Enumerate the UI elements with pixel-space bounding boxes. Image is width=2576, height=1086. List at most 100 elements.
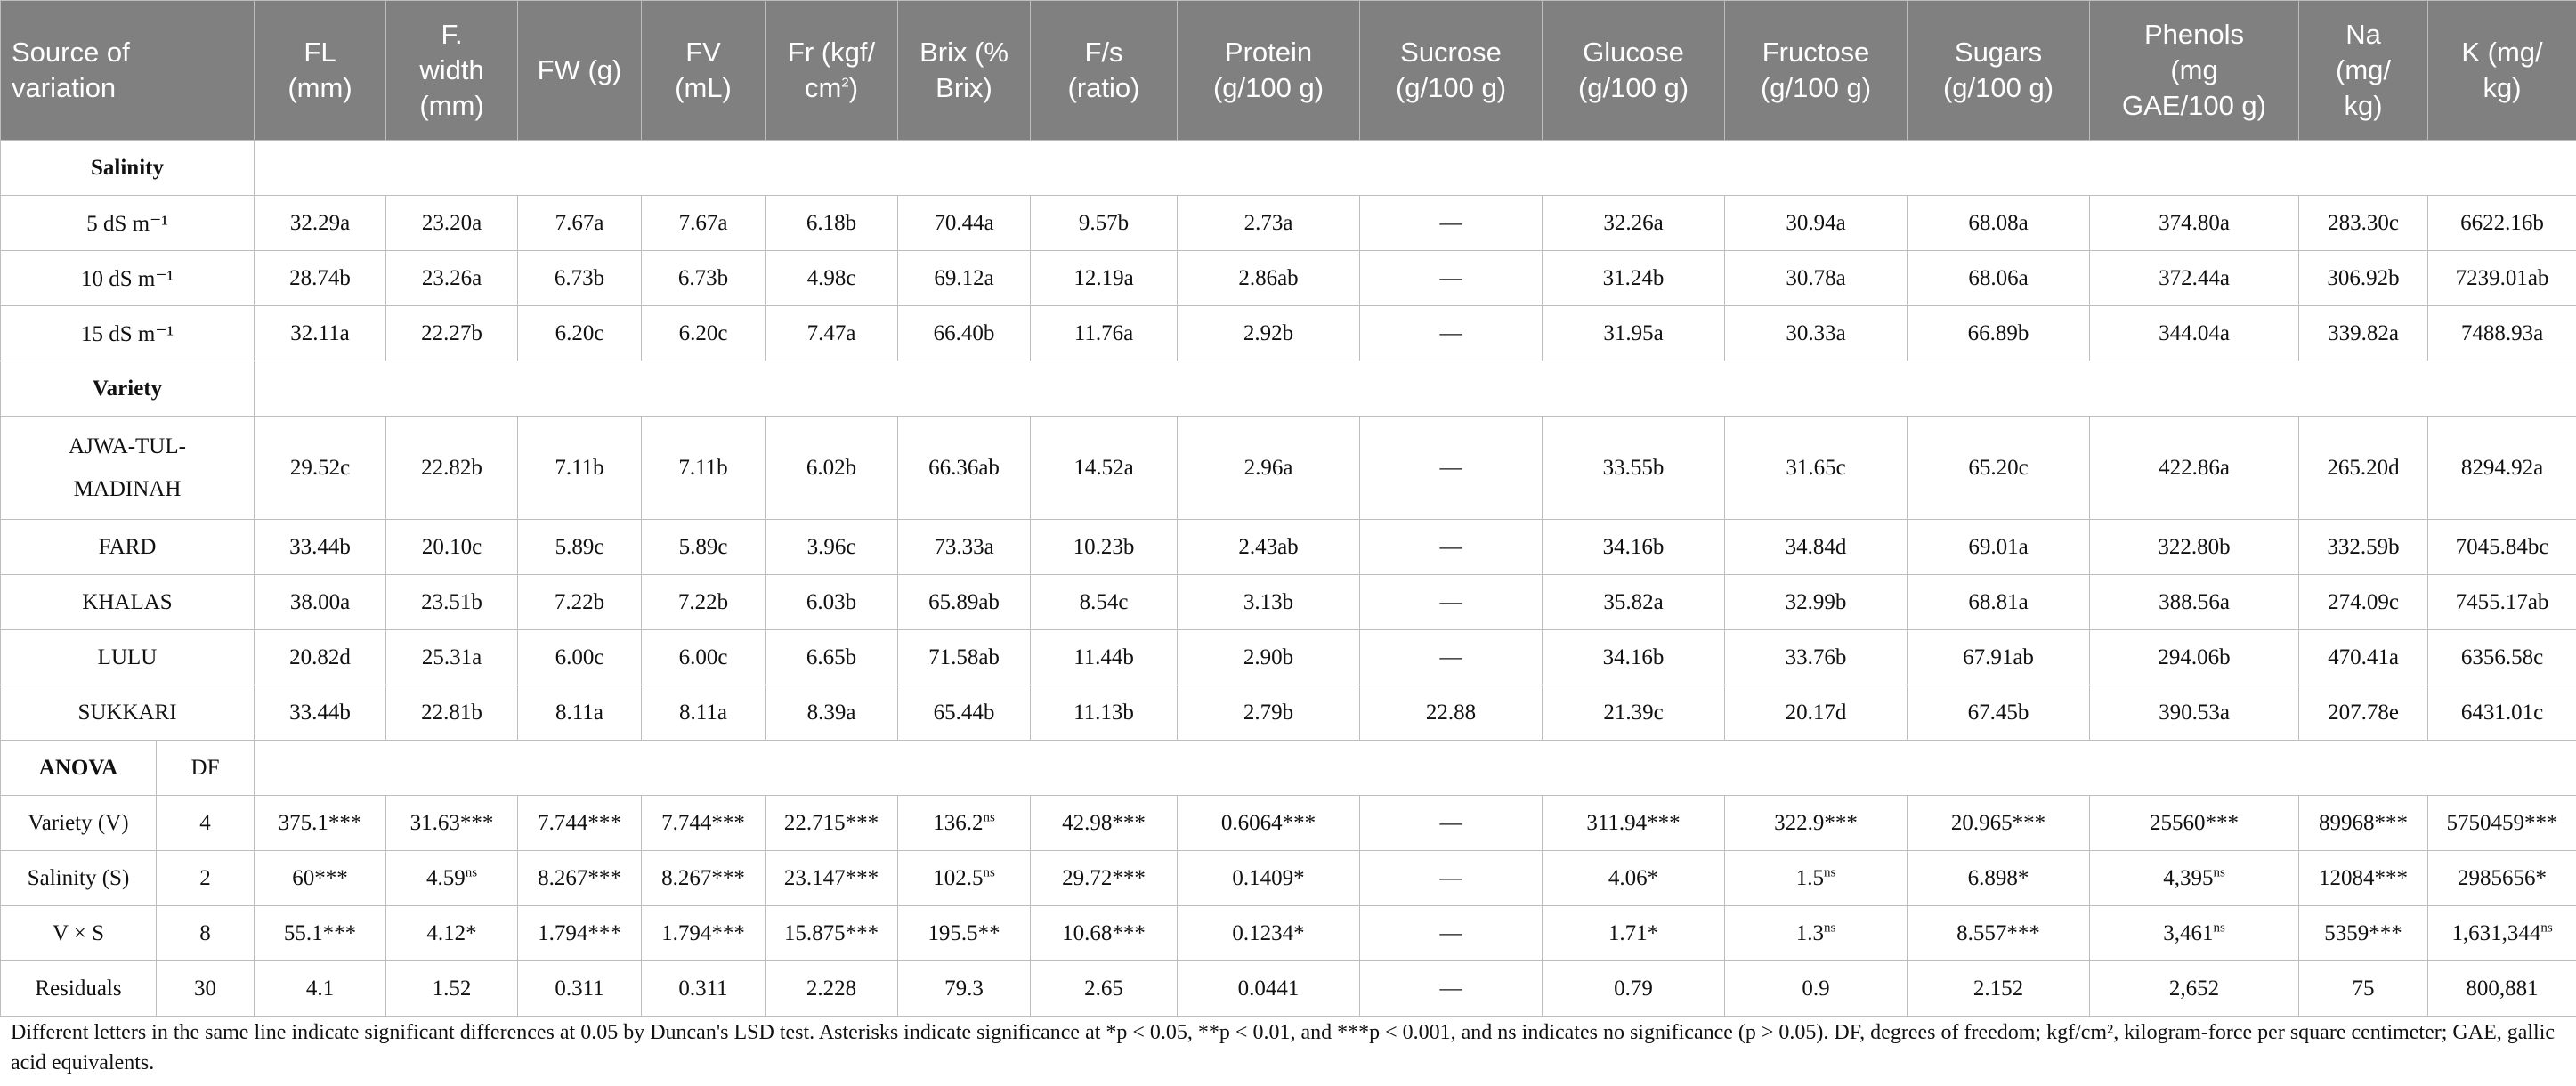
table-cell: 11.13b xyxy=(1030,685,1179,741)
table-cell: 4.06* xyxy=(1542,850,1726,906)
table-cell: 0.1409* xyxy=(1177,850,1361,906)
row-label: FARD xyxy=(0,519,255,575)
table-cell: 306.92b xyxy=(2298,250,2429,306)
anova-rows: Variety (V) 4 375.1*** 31.63*** 7.744*** 7.74… xyxy=(0,795,2576,1017)
table-cell: 79.3 xyxy=(897,960,1032,1017)
table-cell: 6622.16b xyxy=(2427,195,2576,251)
variety-row: FARD 33.44b 20.10c 5.89c 5.89c 3.96c 73.33a 10.… xyxy=(0,519,2576,575)
table-cell: 68.06a xyxy=(1907,250,2091,306)
table-cell: — xyxy=(1359,574,1543,630)
table-cell: 34.16b xyxy=(1542,629,1726,685)
table-cell: 195.5** xyxy=(897,905,1032,961)
table-cell: 20.82d xyxy=(254,629,387,685)
table-cell: 8.39a xyxy=(765,685,899,741)
table-cell: 14.52a xyxy=(1030,416,1179,520)
table-cell: 332.59b xyxy=(2298,519,2429,575)
table-cell: 7.744*** xyxy=(517,795,643,851)
salinity-row: 5 dS m⁻¹ 32.29a 23.20a 7.67a 7.67a 6.18b 70.44… xyxy=(0,195,2576,251)
header-sucrose: Sucrose (g/100 g) xyxy=(1359,0,1543,141)
table-cell: 68.08a xyxy=(1907,195,2091,251)
table-cell: 3.13b xyxy=(1177,574,1361,630)
table-cell: 7.11b xyxy=(641,416,766,520)
table-cell: 6.65b xyxy=(765,629,899,685)
table-cell: 7.22b xyxy=(517,574,643,630)
section-label-salinity: Salinity xyxy=(0,140,255,196)
table-cell: 265.20d xyxy=(2298,416,2429,520)
table-cell: 23.147*** xyxy=(765,850,899,906)
table-cell: 67.45b xyxy=(1907,685,2091,741)
table-cell: 33.44b xyxy=(254,519,387,575)
table-cell: 0.1234* xyxy=(1177,905,1361,961)
table-cell: 375.1*** xyxy=(254,795,387,851)
table-cell: 34.84d xyxy=(1724,519,1908,575)
anova-row: Variety (V) 4 375.1*** 31.63*** 7.744*** 7.74… xyxy=(0,795,2576,851)
table-cell: 33.55b xyxy=(1542,416,1726,520)
table-cell: 7.67a xyxy=(517,195,643,251)
table-cell: 30.94a xyxy=(1724,195,1908,251)
table-cell: 35.82a xyxy=(1542,574,1726,630)
table-cell: 8294.92a xyxy=(2427,416,2576,520)
table-cell: 136.2ns xyxy=(897,795,1032,851)
header-fr: Fr (kgf/cm2) xyxy=(765,0,899,141)
table-cell: 33.76b xyxy=(1724,629,1908,685)
table-cell: 374.80a xyxy=(2089,195,2300,251)
table-cell: 6.73b xyxy=(517,250,643,306)
row-label: V × S xyxy=(0,905,157,961)
table-cell: 20.17d xyxy=(1724,685,1908,741)
table-cell: 22.88 xyxy=(1359,685,1543,741)
table-cell: 4,395ns xyxy=(2089,850,2300,906)
variety-row: SUKKARI 33.44b 22.81b 8.11a 8.11a 8.39a 65.44b… xyxy=(0,685,2576,741)
table-cell: 23.51b xyxy=(385,574,519,630)
table-cell: 4.98c xyxy=(765,250,899,306)
table-cell: 4.12* xyxy=(385,905,519,961)
table-cell: 207.78e xyxy=(2298,685,2429,741)
table-cell: 8.11a xyxy=(517,685,643,741)
table-cell: 33.44b xyxy=(254,685,387,741)
table-cell: 6.20c xyxy=(641,305,766,361)
table-cell: 7239.01ab xyxy=(2427,250,2576,306)
table-cell: 2.43ab xyxy=(1177,519,1361,575)
table-cell: 22.82b xyxy=(385,416,519,520)
table-cell: — xyxy=(1359,195,1543,251)
table-cell: 0.311 xyxy=(517,960,643,1017)
anova-row: V × S 8 55.1*** 4.12* 1.794*** 1.794*** 15.875… xyxy=(0,905,2576,961)
table-cell: 30.78a xyxy=(1724,250,1908,306)
table-cell: 1.71* xyxy=(1542,905,1726,961)
table-cell: 294.06b xyxy=(2089,629,2300,685)
table-cell: 12084*** xyxy=(2298,850,2429,906)
table-cell: 6.03b xyxy=(765,574,899,630)
table-cell: 2.73a xyxy=(1177,195,1361,251)
df-cell: 8 xyxy=(155,905,255,961)
table-cell: 0.79 xyxy=(1542,960,1726,1017)
salinity-rows: 5 dS m⁻¹ 32.29a 23.20a 7.67a 7.67a 6.18b 70.44… xyxy=(0,195,2576,361)
table-cell: 1.794*** xyxy=(641,905,766,961)
table-cell: — xyxy=(1359,305,1543,361)
table-cell: 2.228 xyxy=(765,960,899,1017)
section-label-anova: ANOVA xyxy=(0,740,157,796)
table-cell: 22.81b xyxy=(385,685,519,741)
salinity-row: 15 dS m⁻¹ 32.11a 22.27b 6.20c 6.20c 7.47a 66.4… xyxy=(0,305,2576,361)
table-cell: — xyxy=(1359,629,1543,685)
table-cell: 69.12a xyxy=(897,250,1032,306)
table-cell: 7488.93a xyxy=(2427,305,2576,361)
table-cell: — xyxy=(1359,960,1543,1017)
table-cell: 55.1*** xyxy=(254,905,387,961)
table-cell: 5359*** xyxy=(2298,905,2429,961)
header-fructose: Fructose (g/100 g) xyxy=(1724,0,1908,141)
table-cell: 0.311 xyxy=(641,960,766,1017)
table-cell: 274.09c xyxy=(2298,574,2429,630)
table-cell: 25560*** xyxy=(2089,795,2300,851)
table-cell: 6.00c xyxy=(641,629,766,685)
table-cell: 34.16b xyxy=(1542,519,1726,575)
variety-row: KHALAS 38.00a 23.51b 7.22b 7.22b 6.03b 65.89ab… xyxy=(0,574,2576,630)
row-label: 5 dS m⁻¹ xyxy=(0,195,255,251)
header-sugars: Sugars (g/100 g) xyxy=(1907,0,2091,141)
header-glucose: Glucose (g/100 g) xyxy=(1542,0,1726,141)
table-cell: — xyxy=(1359,416,1543,520)
table-cell: 2985656* xyxy=(2427,850,2576,906)
table-cell: — xyxy=(1359,795,1543,851)
table-cell: 8.11a xyxy=(641,685,766,741)
table-cell: 339.82a xyxy=(2298,305,2429,361)
row-label: Variety (V) xyxy=(0,795,157,851)
table-cell: 6.02b xyxy=(765,416,899,520)
